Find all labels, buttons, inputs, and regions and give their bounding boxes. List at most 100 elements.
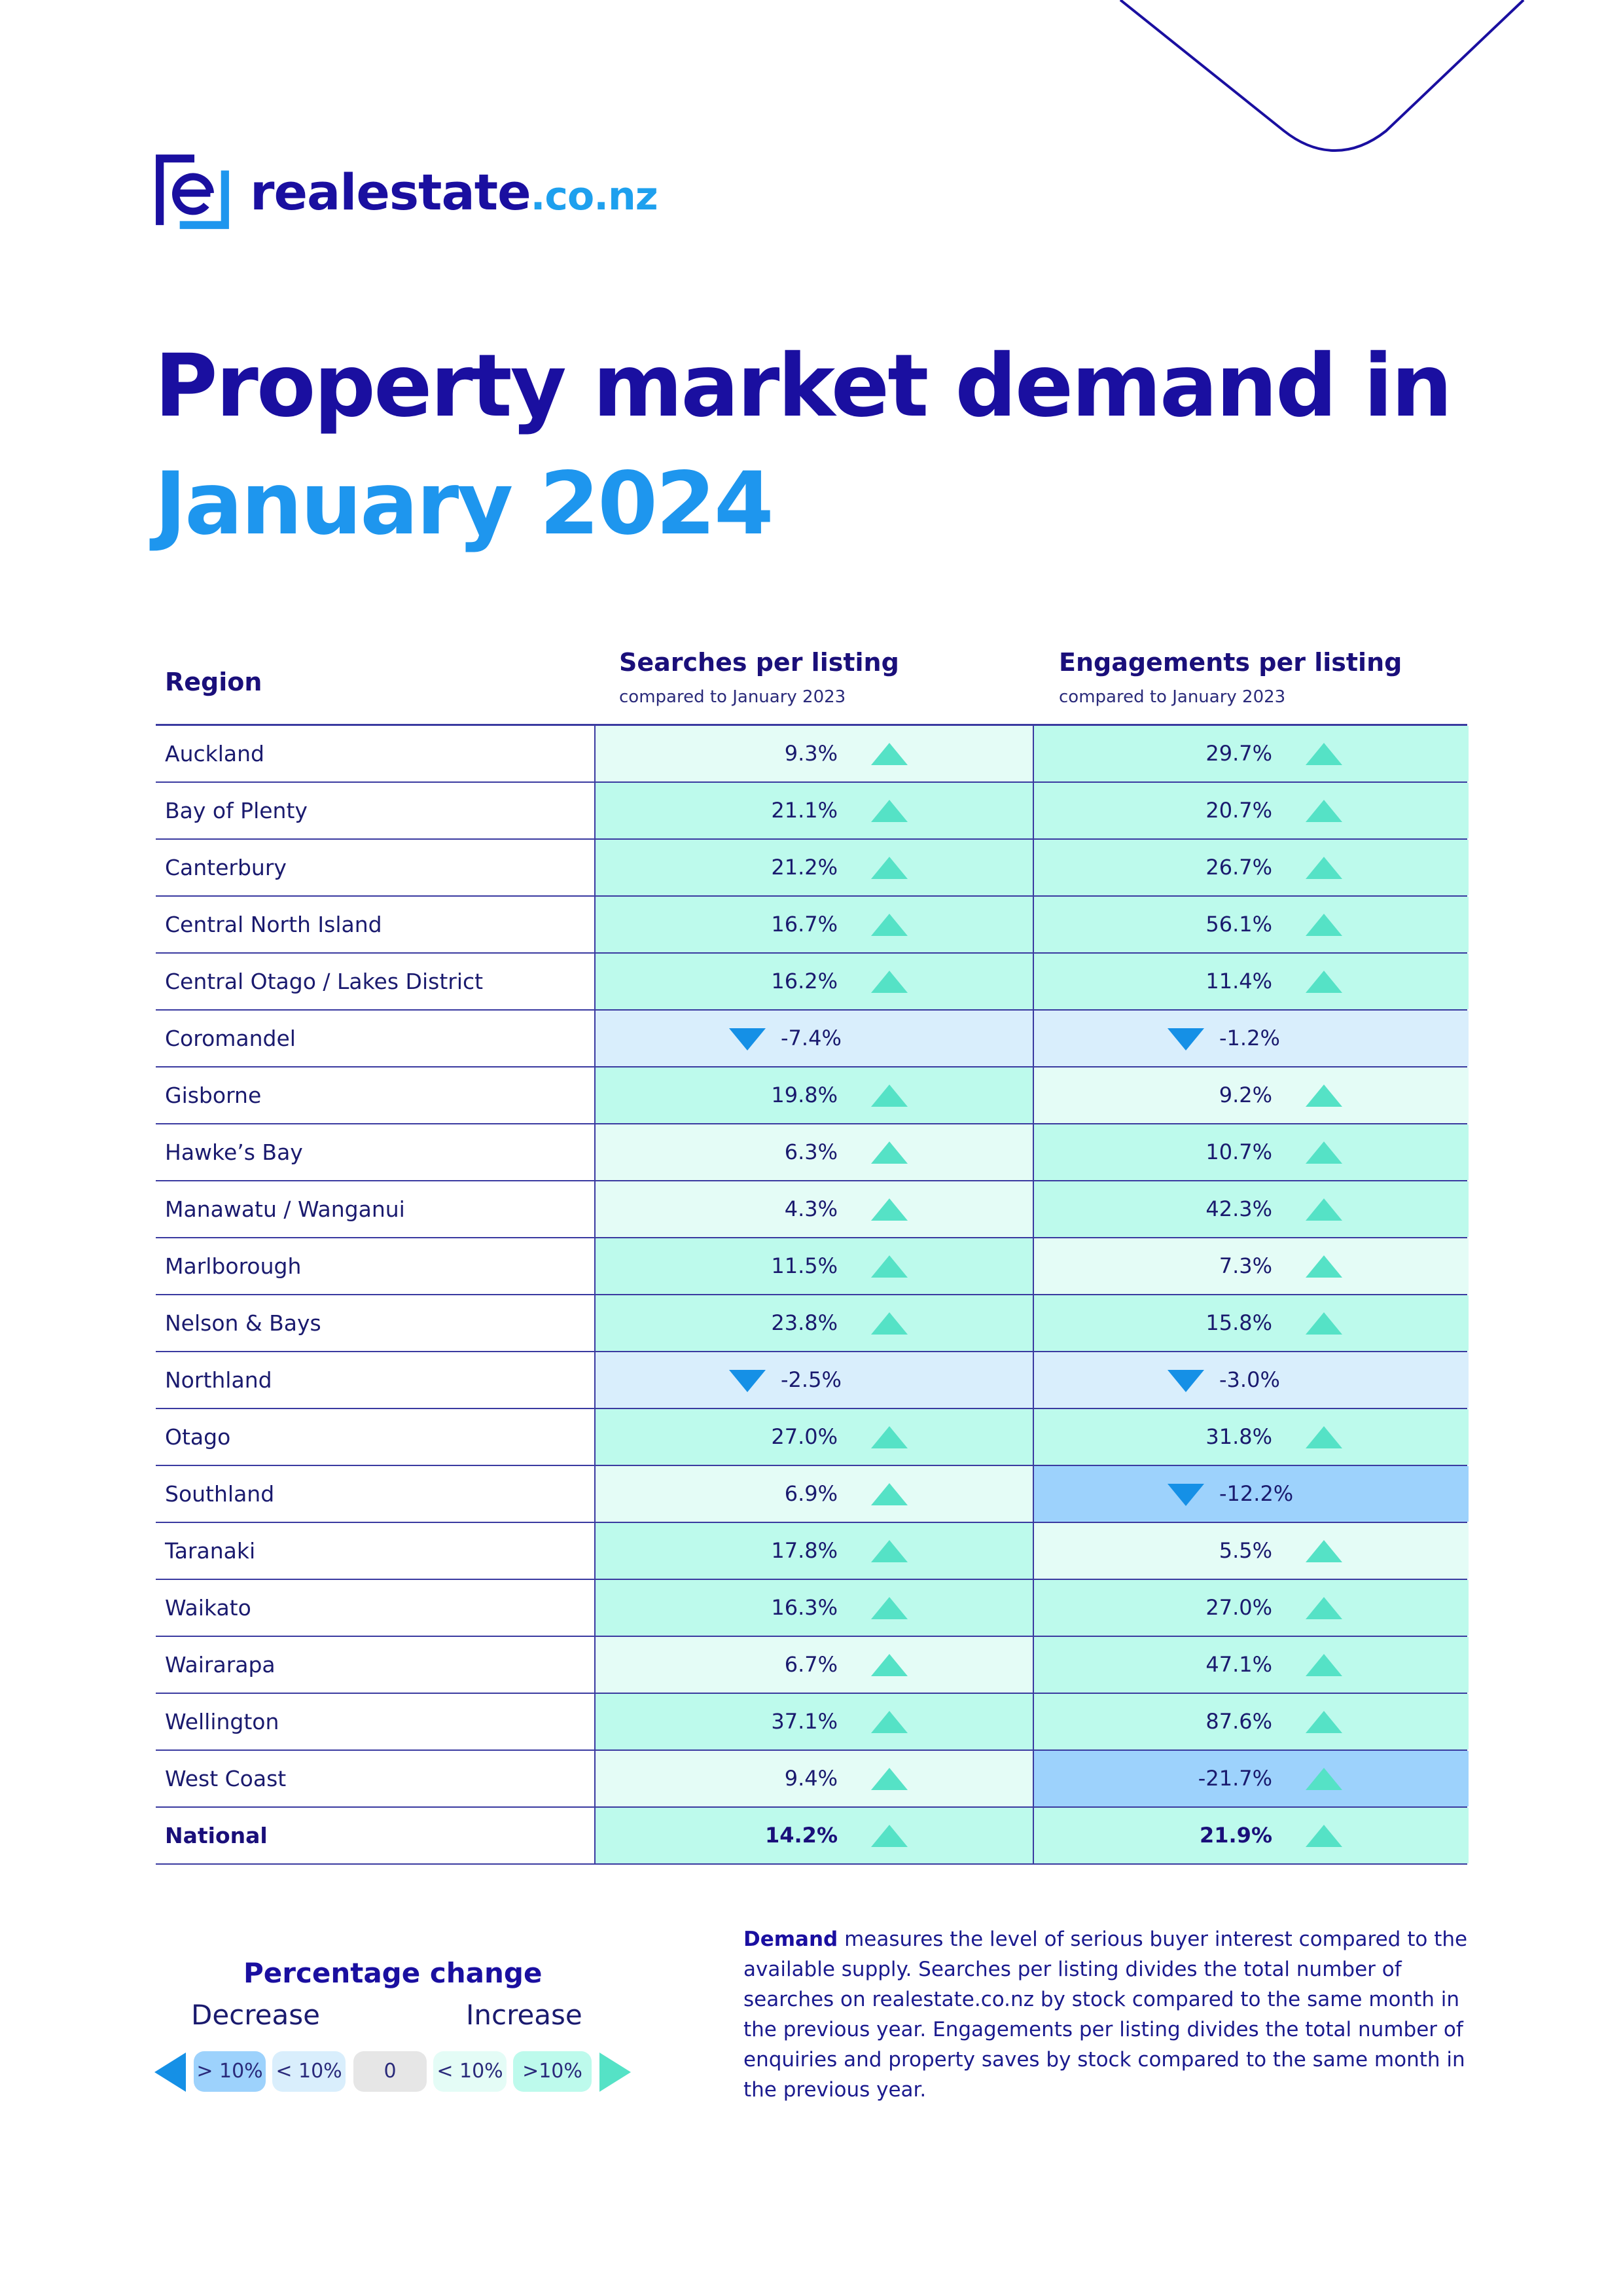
table-row: Manawatu / Wanganui 4.3% 42.3% xyxy=(156,1181,1469,1238)
title-line-1: Property market demand in xyxy=(154,336,1453,437)
table-row: West Coast 9.4% -21.7% xyxy=(156,1751,1469,1808)
region-name: Marlborough xyxy=(165,1253,302,1279)
engagements-cell: 29.7% xyxy=(1033,726,1469,781)
up-arrow-icon xyxy=(1306,800,1342,822)
up-arrow-icon xyxy=(1306,743,1342,765)
swatch-decrease-gt10: > 10% xyxy=(194,2051,266,2092)
searches-value: 6.9% xyxy=(784,1481,838,1506)
table-row: Auckland 9.3% 29.7% xyxy=(156,726,1469,783)
up-arrow-icon xyxy=(871,1597,908,1619)
up-arrow-icon xyxy=(871,1312,908,1335)
table-body: Auckland 9.3% 29.7% Bay of Plenty 21.1% 20.7%… xyxy=(156,726,1469,1865)
searches-cell: 19.8% xyxy=(594,1067,1034,1123)
up-arrow-icon xyxy=(871,1711,908,1733)
up-arrow-icon xyxy=(1306,1198,1342,1221)
table-row: Otago 27.0% 31.8% xyxy=(156,1409,1469,1466)
engagements-cell: -21.7% xyxy=(1033,1751,1469,1806)
engagements-value: 9.2% xyxy=(1219,1083,1272,1107)
region-name: Coromandel xyxy=(165,1026,296,1051)
legend-swatches: > 10% < 10% 0 < 10% >10% xyxy=(154,2049,639,2094)
engagements-value: 10.7% xyxy=(1205,1139,1272,1164)
table-row: Southland 6.9% -12.2% xyxy=(156,1466,1469,1523)
searches-value: 27.0% xyxy=(771,1424,838,1449)
up-arrow-icon xyxy=(871,1768,908,1790)
searches-cell: 4.3% xyxy=(594,1181,1034,1237)
searches-value: 16.7% xyxy=(771,912,838,937)
searches-cell: 6.9% xyxy=(594,1466,1034,1522)
swatch-decrease-lt10: < 10% xyxy=(272,2051,346,2092)
down-arrow-icon xyxy=(729,1370,766,1392)
up-arrow-icon xyxy=(1306,1255,1342,1278)
legend: Percentage change Decrease Increase > 10… xyxy=(154,1957,639,2127)
searches-value: 4.3% xyxy=(784,1196,838,1221)
region-name: Wairarapa xyxy=(165,1652,276,1677)
engagements-value: 20.7% xyxy=(1205,798,1272,823)
up-arrow-icon xyxy=(1306,1085,1342,1107)
engagements-cell: 27.0% xyxy=(1033,1580,1469,1636)
table-row: Hawke’s Bay 6.3% 10.7% xyxy=(156,1124,1469,1181)
engagements-cell: 10.7% xyxy=(1033,1124,1469,1180)
note-text: measures the level of serious buyer inte… xyxy=(743,1928,1468,2102)
up-arrow-icon xyxy=(1306,857,1342,879)
engagements-cell: 21.9% xyxy=(1033,1808,1469,1863)
engagements-value: -12.2% xyxy=(1219,1481,1294,1506)
table-row: Central Otago / Lakes District 16.2% 11.4% xyxy=(156,954,1469,1011)
searches-value: 17.8% xyxy=(771,1538,838,1563)
engagements-cell: 47.1% xyxy=(1033,1637,1469,1693)
table-row: National 14.2% 21.9% xyxy=(156,1808,1469,1865)
engagements-value: -21.7% xyxy=(1198,1766,1272,1791)
engagements-cell: 56.1% xyxy=(1033,897,1469,952)
table-row: Marlborough 11.5% 7.3% xyxy=(156,1238,1469,1295)
region-name: Taranaki xyxy=(165,1538,256,1564)
engagements-value: 21.9% xyxy=(1199,1823,1272,1848)
brand-logo[interactable]: realestate.co.nz xyxy=(153,149,658,234)
engagements-value: 42.3% xyxy=(1205,1196,1272,1221)
engagements-cell: 15.8% xyxy=(1033,1295,1469,1351)
searches-value: 9.4% xyxy=(784,1766,838,1791)
searches-cell: 14.2% xyxy=(594,1808,1034,1863)
table-row: Bay of Plenty 21.1% 20.7% xyxy=(156,783,1469,840)
up-arrow-icon xyxy=(1306,1654,1342,1676)
searches-value: 9.3% xyxy=(784,741,838,766)
table-row: Canterbury 21.2% 26.7% xyxy=(156,840,1469,897)
demand-note: Demand measures the level of serious buy… xyxy=(743,1924,1470,2105)
down-arrow-icon xyxy=(1168,1484,1204,1506)
searches-cell: 17.8% xyxy=(594,1523,1034,1579)
region-name: Otago xyxy=(165,1424,231,1450)
up-arrow-icon xyxy=(871,857,908,879)
searches-cell: 21.2% xyxy=(594,840,1034,895)
searches-cell: 21.1% xyxy=(594,783,1034,838)
table-row: Gisborne 19.8% 9.2% xyxy=(156,1067,1469,1124)
table-row: Central North Island 16.7% 56.1% xyxy=(156,897,1469,954)
engagements-subheader: compared to January 2023 xyxy=(1059,687,1286,707)
searches-cell: 37.1% xyxy=(594,1694,1034,1749)
page-title: Property market demand in January 2024 xyxy=(154,327,1453,563)
up-arrow-icon xyxy=(1306,1768,1342,1790)
engagements-value: 27.0% xyxy=(1205,1595,1272,1620)
searches-cell: 6.7% xyxy=(594,1637,1034,1693)
engagements-cell: 11.4% xyxy=(1033,954,1469,1009)
up-arrow-icon xyxy=(871,1654,908,1676)
region-name: Auckland xyxy=(165,741,264,766)
searches-cell: 9.3% xyxy=(594,726,1034,781)
region-name: Waikato xyxy=(165,1595,251,1621)
demand-table: Region Searches per listing compared to … xyxy=(156,648,1469,1865)
up-arrow-icon xyxy=(871,1825,908,1847)
table-row: Northland -2.5% -3.0% xyxy=(156,1352,1469,1409)
up-arrow-icon xyxy=(871,1483,908,1505)
up-arrow-icon xyxy=(871,1198,908,1221)
engagements-value: 56.1% xyxy=(1205,912,1272,937)
up-arrow-icon xyxy=(1306,1825,1342,1847)
logo-text: realestate.co.nz xyxy=(250,162,658,221)
up-arrow-icon xyxy=(1306,1540,1342,1562)
engagements-cell: -12.2% xyxy=(1033,1466,1469,1522)
region-name: Southland xyxy=(165,1481,275,1507)
engagements-value: -1.2% xyxy=(1219,1026,1280,1050)
up-arrow-icon xyxy=(871,1540,908,1562)
engagements-cell: 31.8% xyxy=(1033,1409,1469,1465)
engagements-cell: 87.6% xyxy=(1033,1694,1469,1749)
engagements-cell: 7.3% xyxy=(1033,1238,1469,1294)
engagements-cell: -3.0% xyxy=(1033,1352,1469,1408)
searches-cell: 23.8% xyxy=(594,1295,1034,1351)
up-arrow-icon xyxy=(871,743,908,765)
